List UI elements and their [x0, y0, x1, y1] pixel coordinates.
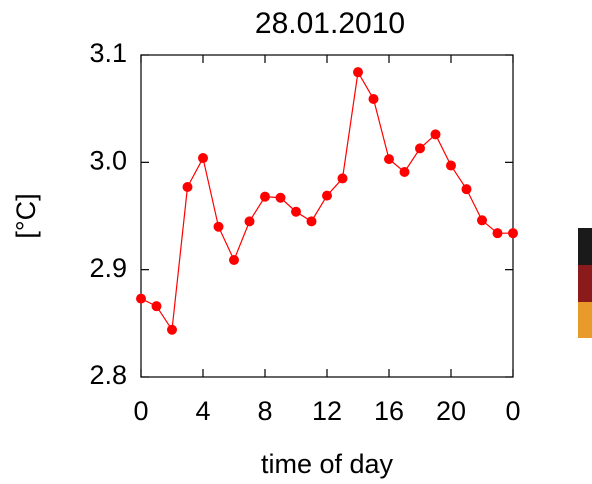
data-point [368, 94, 379, 105]
data-point [415, 143, 425, 154]
x-tick-label: 12 [312, 396, 342, 426]
x-tick-label: 8 [257, 396, 272, 426]
data-point [151, 301, 162, 312]
x-tick-label: 0 [133, 396, 148, 426]
y-axis-label: [°C] [11, 193, 41, 238]
flag-band [578, 265, 592, 302]
x-tick-label: 16 [374, 396, 404, 426]
data-point [322, 190, 332, 201]
x-tick-label: 0 [505, 396, 520, 426]
plot-frame [140, 54, 514, 378]
data-point [508, 228, 518, 239]
data-point [461, 184, 472, 195]
data-point [167, 324, 177, 335]
data-point [446, 160, 456, 171]
chart-title: 28.01.2010 [255, 7, 405, 40]
data-point [384, 154, 394, 165]
data-point [477, 215, 487, 226]
data-point [337, 173, 348, 184]
data-point [213, 221, 224, 232]
data-point [136, 293, 146, 304]
y-tick-label: 3.0 [89, 145, 127, 175]
flag-band [578, 302, 592, 338]
data-point [353, 67, 363, 78]
data-point [492, 228, 503, 239]
data-point [399, 166, 410, 177]
data-point [198, 153, 208, 164]
flag-band [578, 228, 592, 265]
y-tick-label: 2.9 [89, 253, 127, 283]
data-point [306, 216, 317, 227]
data-point [275, 192, 286, 203]
data-point [260, 191, 270, 202]
x-tick-label: 4 [195, 396, 210, 426]
data-point [291, 206, 301, 217]
data-point [430, 129, 441, 140]
x-tick-label: 20 [436, 396, 466, 426]
data-point [182, 182, 193, 193]
x-axis-label: time of day [261, 449, 394, 479]
series-line [140, 70, 513, 332]
data-point [229, 255, 239, 266]
y-tick-label: 2.8 [89, 360, 127, 390]
data-point [244, 216, 255, 227]
y-tick-label: 3.1 [89, 38, 127, 68]
